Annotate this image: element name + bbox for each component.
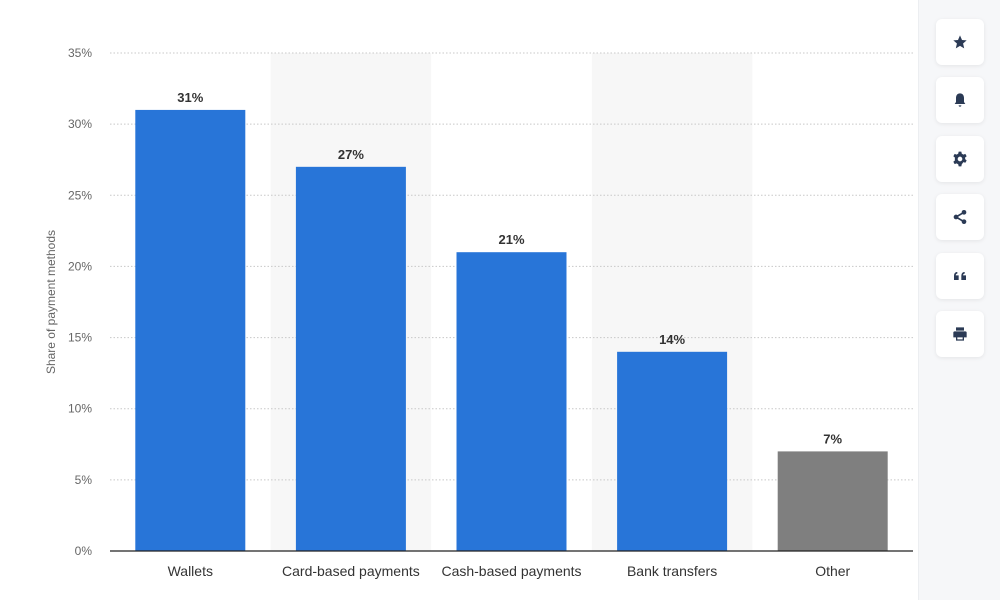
bar xyxy=(295,166,406,552)
favorite-button[interactable] xyxy=(936,19,984,65)
x-tick-label: Card-based payments xyxy=(282,563,420,579)
y-axis-label: Share of payment methods xyxy=(44,230,58,374)
quote-icon xyxy=(954,272,966,280)
y-tick-label: 5% xyxy=(75,473,93,487)
data-label: 7% xyxy=(823,431,842,446)
bell-icon xyxy=(954,93,966,107)
x-tick-label: Cash-based payments xyxy=(441,563,581,579)
data-label: 14% xyxy=(659,332,685,347)
bar xyxy=(617,351,728,551)
data-label: 31% xyxy=(177,90,203,105)
x-tick-label: Other xyxy=(815,563,850,579)
share-icon xyxy=(953,210,967,224)
y-tick-label: 20% xyxy=(68,259,92,273)
notification-button[interactable] xyxy=(936,77,984,123)
share-button[interactable] xyxy=(936,194,984,240)
bar-chart: 0% 5% 10% 15% 20% 25% 30% 35% Share of payment m… xyxy=(44,46,913,579)
gear-icon xyxy=(953,151,967,167)
y-tick-label: 15% xyxy=(68,331,92,345)
settings-button[interactable] xyxy=(936,136,984,182)
y-tick-label: 0% xyxy=(75,544,93,558)
x-tick-label: Wallets xyxy=(168,563,213,579)
bar xyxy=(456,252,567,551)
bar xyxy=(135,109,246,552)
y-tick-label: 30% xyxy=(68,117,92,131)
y-tick-label: 10% xyxy=(68,402,92,416)
toolbar xyxy=(918,0,1000,600)
data-label: 21% xyxy=(498,232,524,247)
y-tick-label: 35% xyxy=(68,46,92,60)
print-button[interactable] xyxy=(936,311,984,357)
x-tick-label: Bank transfers xyxy=(627,563,717,579)
bar xyxy=(777,451,888,551)
star-icon xyxy=(953,35,967,49)
print-icon xyxy=(953,327,967,341)
data-label: 27% xyxy=(338,147,364,162)
y-tick-label: 25% xyxy=(68,188,92,202)
cite-button[interactable] xyxy=(936,253,984,299)
